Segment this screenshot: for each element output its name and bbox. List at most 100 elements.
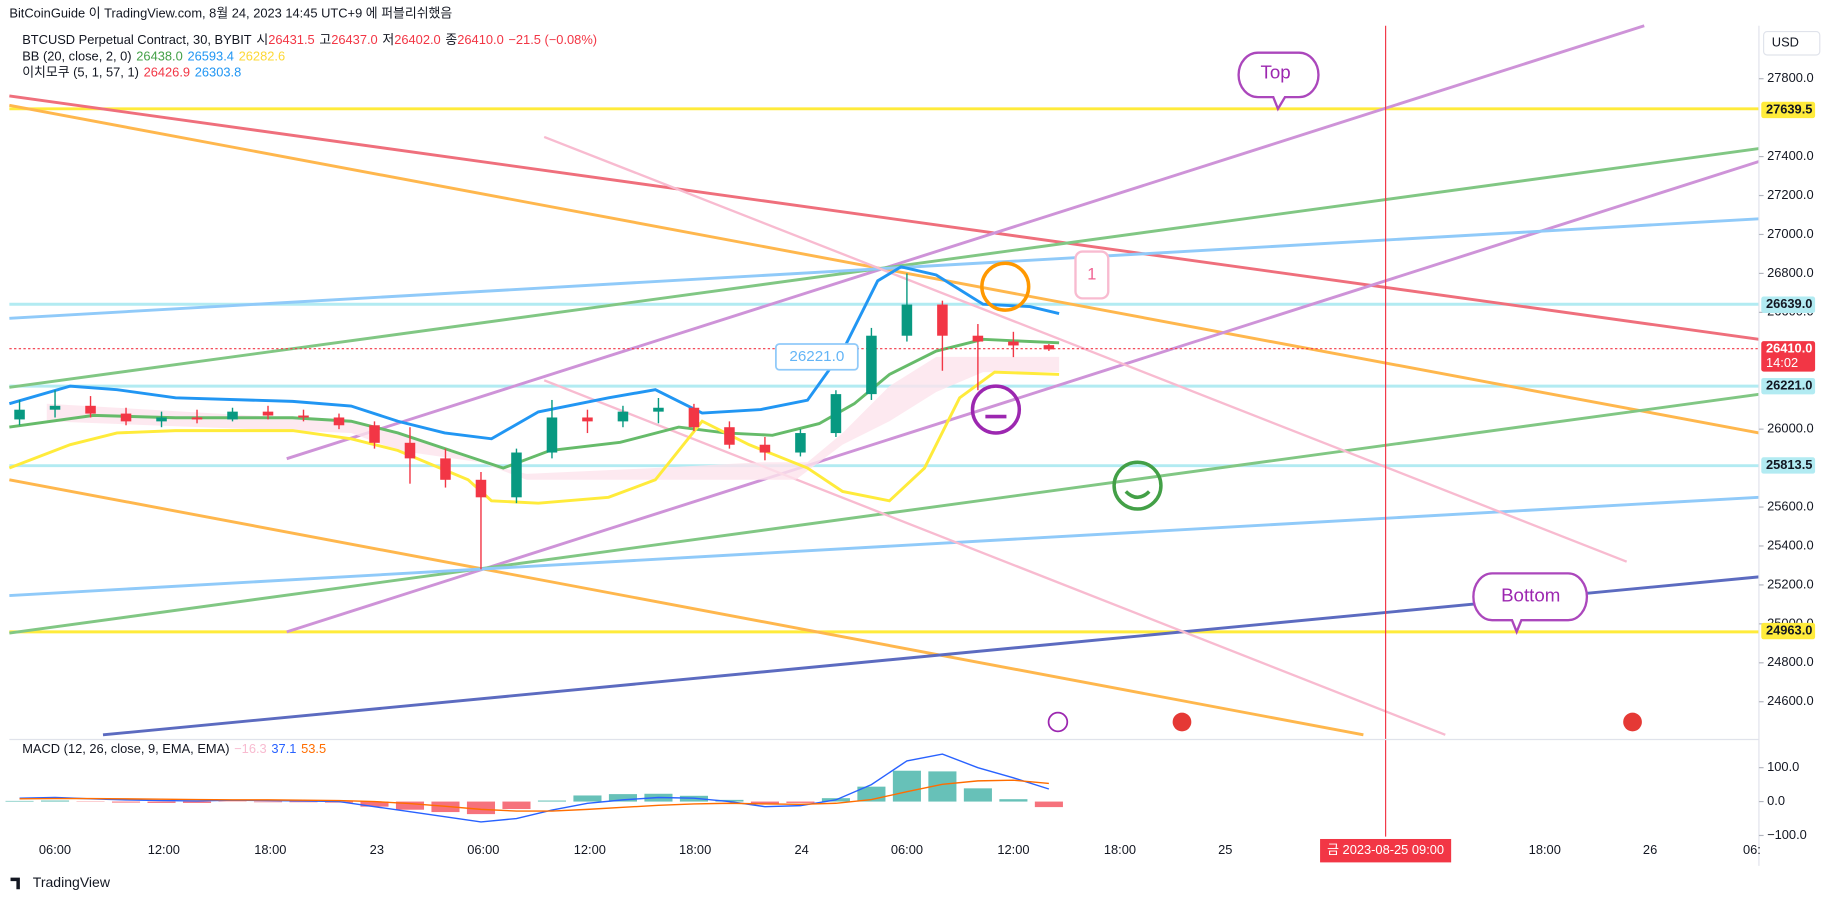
annotation: 1 [1087,265,1096,283]
y-tick-label: 24600.0 [1767,693,1813,708]
x-tick-label: 12:00 [574,842,606,857]
price-tag-label: 26639.0 [1766,296,1812,311]
candle-body [369,425,380,443]
legend-text: 37.1 [271,741,296,756]
legend-text: MACD (12, 26, close, 9, EMA, EMA) [22,741,229,756]
footer: TradingView [33,874,111,890]
legend-text: BTCUSD Perpetual Contract, 30, BYBIT [22,32,252,47]
y-tick-label: 26800.0 [1767,265,1813,280]
macd-histogram [183,802,211,803]
macd-histogram [999,799,1027,801]
price-tag-label: 26221.0 [1766,378,1812,393]
x-tick-label: 06:00 [39,842,71,857]
candle-body [156,417,167,421]
x-tick-label: 24 [794,842,808,857]
legend-text: 26402.0 [394,32,440,47]
legend-text: BB (20, close, 2, 0) [22,49,131,64]
macd-histogram [786,802,814,803]
x-tick-label: 18:00 [1104,842,1136,857]
x-tick-label: 25 [1218,842,1232,857]
candle-body [511,453,522,498]
macd-histogram [41,801,69,802]
countdown: 14:02 [1766,355,1798,370]
candle-body [227,412,238,420]
macd-histogram [964,788,992,801]
candle-body [85,406,96,414]
price-tag-label: 26410.0 [1766,341,1812,356]
candle-body [192,417,203,419]
candle-body [689,408,700,427]
y-tick-label: 27800.0 [1767,70,1813,85]
macd-histogram [254,802,282,803]
y-tick-label: 24800.0 [1767,654,1813,669]
legend-text: 26282.6 [239,49,285,64]
publisher: BitCoinGuide 이 TradingView.com, 8월 24, 2… [9,5,452,20]
legend-text: 26438.0 [136,49,182,64]
y-tick-label: 25400.0 [1767,537,1813,552]
x-tick-label: 23 [370,842,384,857]
candle-body [1008,342,1019,346]
candle-body [50,406,61,410]
candle-body [1044,345,1055,349]
legend-macd: MACD (12, 26, close, 9, EMA, EMA) −16.3 37… [22,741,326,756]
annotation: Top [1261,62,1291,83]
x-tick-label: 12:00 [997,842,1029,857]
event-icon [1623,713,1642,732]
legend-text: 이치모쿠 (5, 1, 57, 1) [22,65,139,80]
y-tick-label: 27400.0 [1767,148,1813,163]
y-tick-label: 0.0 [1767,793,1785,808]
candle-body [440,458,451,479]
legend-bb: BB (20, close, 2, 0) 26438.0 26593.4 26282.… [22,49,285,64]
price-tag-label: 27639.5 [1766,101,1812,116]
y-tick-label: −100.0 [1767,827,1807,842]
legend-text: 종 [445,32,457,47]
x-tick-label: 18:00 [254,842,286,857]
price-tag-label: 25813.5 [1766,457,1812,472]
macd-histogram [1035,802,1063,808]
x-tick-label: 12:00 [148,842,180,857]
candle-body [866,336,877,394]
annotation: 26221.0 [789,348,844,365]
legend-text: −16.3 [234,741,267,756]
price-tag-label: 24963.0 [1766,622,1812,637]
y-tick-label: 27000.0 [1767,226,1813,241]
currency: USD [1772,35,1799,50]
candle-body [547,417,558,452]
legend-text: 26593.4 [187,49,233,64]
y-tick-label: 25600.0 [1767,498,1813,513]
x-tick-label: 06:00 [891,842,923,857]
y-tick-label: 25200.0 [1767,576,1813,591]
candle-body [618,412,629,422]
crosshair-label: 금 2023-08-25 09:00 [1327,842,1444,857]
legend-text: −21.5 (−0.08%) [508,32,597,47]
macd-histogram [112,802,140,803]
legend-text: 53.5 [301,741,326,756]
macd-histogram [893,771,921,802]
y-tick-label: 27200.0 [1767,187,1813,202]
legend-text: 26426.9 [144,65,190,80]
candle-body [582,417,593,421]
legend-text: 저 [382,32,394,47]
candle-body [14,410,25,420]
candle-body [298,416,309,418]
y-tick-label: 100.0 [1767,759,1799,774]
x-tick-label: 06: [1743,842,1761,857]
legend-text: 26410.0 [457,32,503,47]
x-tick-label: 06:00 [467,842,499,857]
macd-histogram [6,801,34,802]
macd-histogram [538,801,566,802]
y-tick-label: 26000.0 [1767,421,1813,436]
candle-body [653,408,664,412]
annotation: Bottom [1501,585,1560,606]
macd-histogram [502,802,530,809]
candle-body [902,305,913,336]
macd-histogram [147,802,175,803]
legend-text: 고 [319,32,331,47]
candle-body [263,412,274,416]
candle-body [937,305,948,336]
legend-text: 26431.5 [268,32,314,47]
